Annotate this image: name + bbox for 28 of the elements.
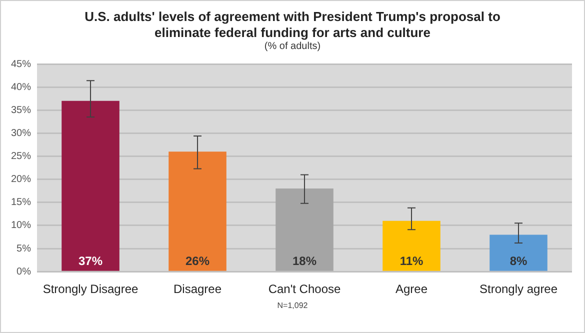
x-tick-label: Strongly agree: [479, 282, 558, 296]
y-tick-label: 40%: [11, 82, 32, 93]
bar: [62, 100, 120, 271]
y-tick-label: 0%: [16, 266, 32, 278]
bar: [382, 220, 440, 271]
y-tick-label: 5%: [16, 243, 32, 254]
y-tick-label: 45%: [11, 58, 32, 70]
y-tick-label: 10%: [11, 220, 32, 232]
chart-subtitle: (% of adults): [263, 41, 322, 52]
bar: [276, 188, 334, 271]
data-label: 26%: [185, 254, 210, 268]
x-tick-label: Agree: [395, 282, 428, 296]
y-tick-label: 20%: [11, 174, 32, 186]
x-tick-label: Strongly Disagree: [42, 282, 139, 296]
x-tick-label: Disagree: [173, 282, 222, 296]
y-tick-label: 35%: [11, 104, 32, 116]
data-label: 37%: [78, 254, 103, 268]
bar: [168, 152, 226, 271]
data-label: 8%: [510, 254, 528, 268]
y-tick-label: 25%: [11, 151, 32, 162]
x-tick-label: Can't Choose: [268, 282, 341, 296]
data-label: 18%: [292, 254, 317, 268]
bar: [490, 234, 548, 271]
chart-title: U.S. adults' levels of agreement with President Trump's proposal to eliminate federal funding for arts and culture: [84, 9, 502, 41]
data-label: 11%: [400, 254, 424, 268]
y-tick-label: 30%: [11, 128, 32, 139]
y-tick-label: 15%: [11, 197, 32, 208]
text: N=1,092: [276, 301, 309, 310]
